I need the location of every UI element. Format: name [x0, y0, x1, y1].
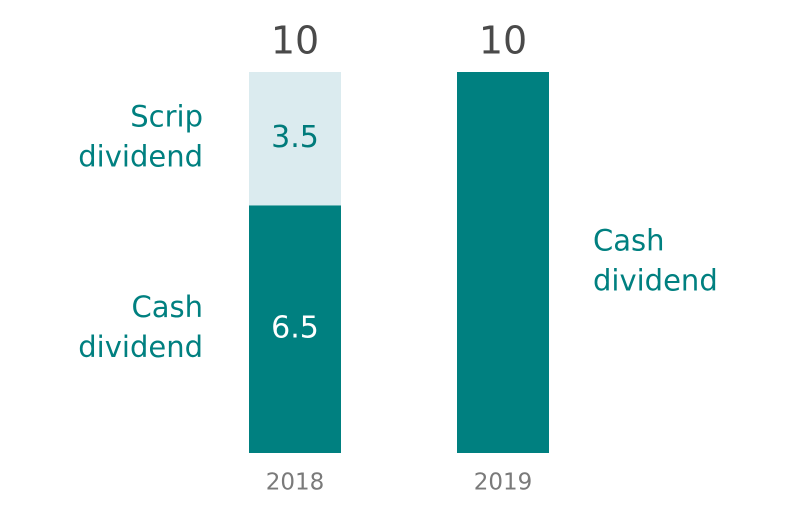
side-label-2018-scrip-dividend-line1: Scrip — [130, 100, 203, 134]
side-label-2018-scrip-dividend-line2: dividend — [78, 140, 203, 174]
data-label-2018-cash-dividend: 6.5 — [271, 311, 319, 346]
x-tick-label-2019: 2019 — [474, 470, 533, 496]
data-label-2018-scrip-dividend: 3.5 — [271, 120, 319, 155]
side-label-2019-cash-dividend-line2: dividend — [593, 264, 718, 298]
bars-layer — [249, 72, 549, 453]
bar-2019-cash-dividend — [457, 72, 549, 453]
total-label-2019: 10 — [479, 19, 527, 63]
side-label-2018-cash-dividend-line2: dividend — [78, 330, 203, 364]
bar-2018-cash-dividend — [249, 205, 341, 453]
side-label-2019-cash-dividend-line1: Cash — [593, 224, 665, 258]
side-label-2018-cash-dividend-line1: Cash — [131, 290, 203, 324]
labels-layer: 6.5 3.5 10 2018 10 2019 Scrip dividend Cash divid… — [78, 19, 717, 496]
bar-2018-scrip-dividend — [249, 72, 341, 206]
x-tick-label-2018: 2018 — [266, 470, 325, 496]
total-label-2018: 10 — [271, 19, 319, 63]
